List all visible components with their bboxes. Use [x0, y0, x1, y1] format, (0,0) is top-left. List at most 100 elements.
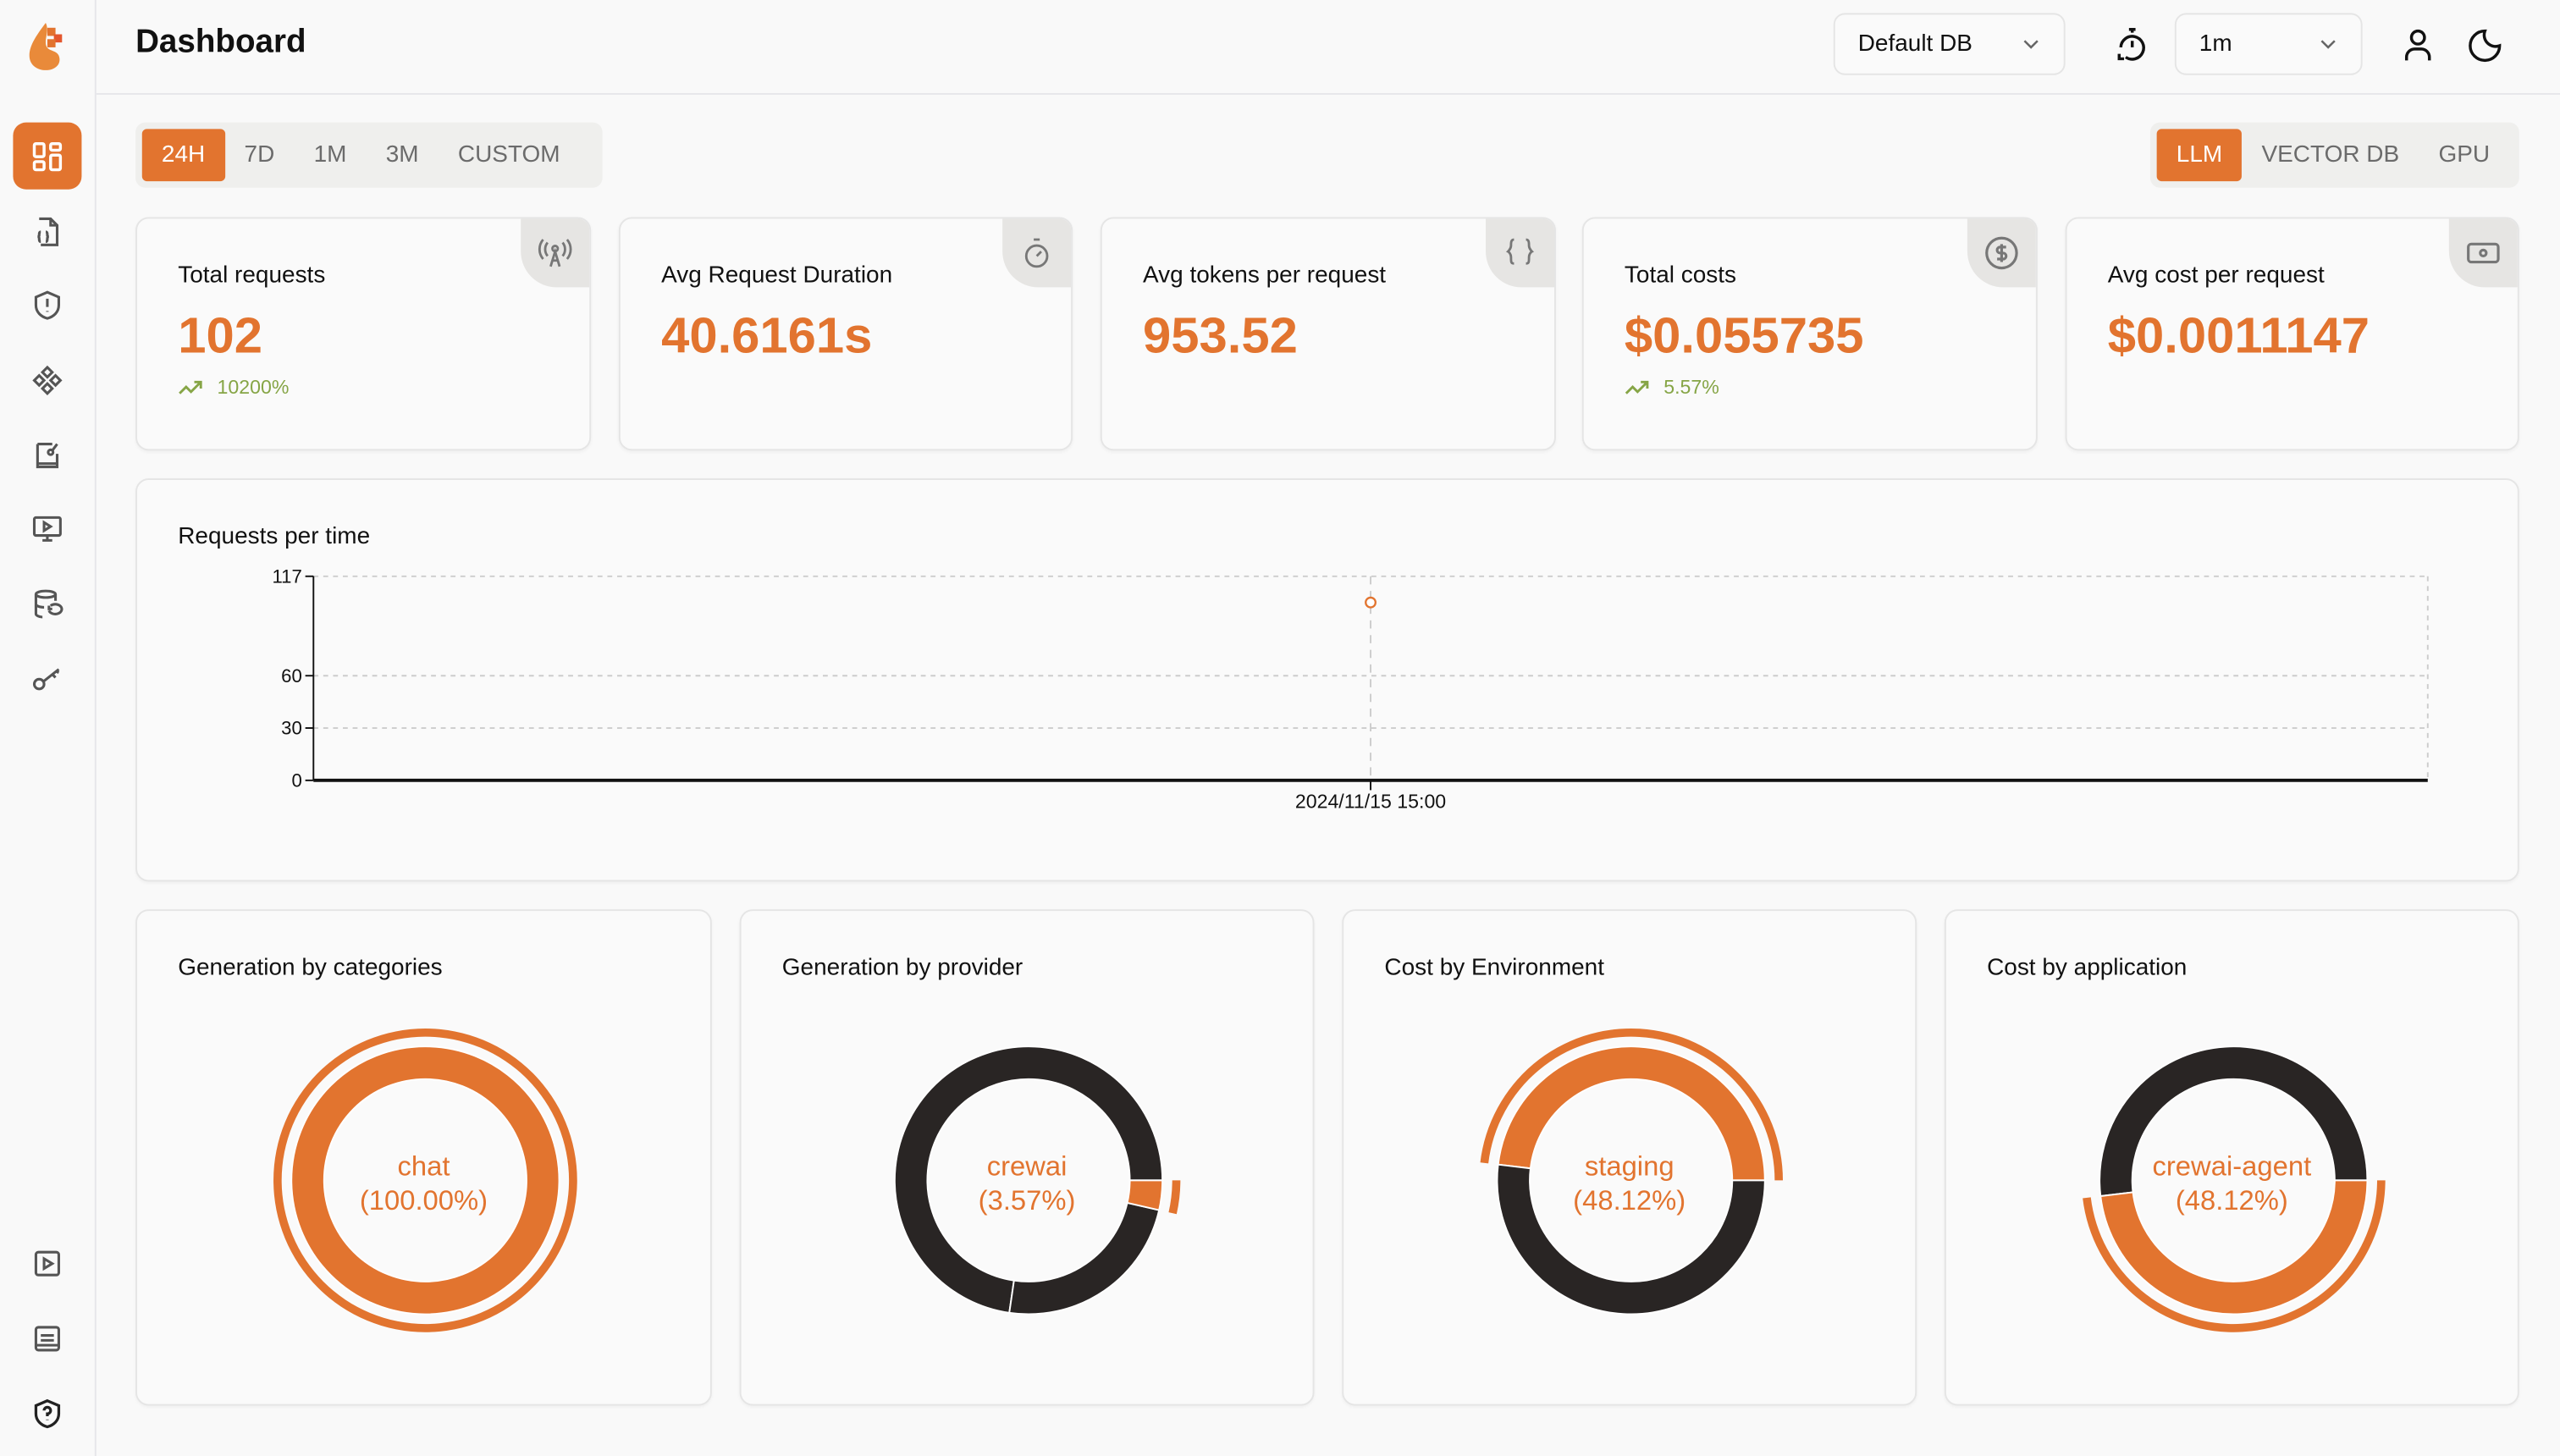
chevron-down-icon — [2320, 40, 2336, 49]
stat-card-total-requests: Total requests 102 10200% — [135, 217, 592, 451]
trend-up-icon — [1625, 380, 1649, 394]
sidebar-item-docs[interactable] — [13, 1304, 81, 1371]
chart-title: Cost by application — [1987, 955, 2188, 982]
banknote-icon — [2467, 242, 2500, 264]
stat-value: $0.055735 — [1624, 306, 1864, 365]
stat-label: Total requests — [178, 262, 326, 290]
generation-by-provider-card: Generation by provider crewai (3.57%) — [739, 909, 1315, 1406]
app-logo[interactable] — [26, 19, 69, 80]
stat-value: $0.0011147 — [2107, 306, 2370, 365]
x-tick-label: 2024/11/15 15:00 — [1295, 791, 1446, 813]
metric-type-tabs: LLM VECTOR DB GPU — [2149, 122, 2519, 188]
donut-slice — [893, 1045, 1164, 1314]
dollar-circle-icon — [1985, 236, 2018, 270]
sidebar-item-help[interactable] — [13, 1380, 81, 1447]
chart-title: Cost by Environment — [1384, 955, 1605, 982]
play-icon — [34, 1249, 60, 1276]
stat-label: Avg Request Duration — [661, 262, 893, 290]
refresh-timer-icon[interactable] — [2113, 26, 2152, 65]
database-select[interactable]: Default DB — [1833, 13, 2066, 75]
generation-by-categories-card: Generation by categories chat (100.00%) — [135, 909, 712, 1406]
dashboard-grid-icon — [32, 141, 63, 171]
stat-label: Avg cost per request — [2107, 262, 2325, 290]
y-tick-label: 60 — [281, 665, 302, 687]
time-range-tabs: 24H 7D 1M 3M CUSTOM — [135, 122, 603, 188]
stat-label: Avg tokens per request — [1142, 262, 1387, 290]
sidebar-item-guardrails[interactable] — [13, 271, 81, 338]
stat-trend: 10200% — [178, 376, 289, 399]
refresh-interval-value: 1m — [2199, 30, 2232, 58]
tab-vector-db[interactable]: VECTOR DB — [2261, 141, 2400, 168]
stat-card-total-costs: Total costs $0.055735 5.57% — [1581, 217, 2038, 451]
antenna-icon — [538, 239, 572, 267]
sidebar-item-requests[interactable] — [13, 197, 81, 264]
donut-slice — [1496, 1163, 1766, 1315]
database-select-value: Default DB — [1857, 30, 1972, 58]
donut-active-name: chat — [397, 1150, 450, 1183]
stat-icon-bubble — [1002, 218, 1072, 288]
timer-icon — [1024, 238, 1049, 268]
stat-icon-bubble — [521, 218, 590, 288]
donut-active-name: crewai-agent — [2152, 1150, 2312, 1183]
requests-line-chart: 0 30 60 117 2024/11/15 15:00 — [272, 565, 2429, 813]
donut-active-label: chat (100.00%) — [137, 1150, 710, 1218]
stat-card-avg-tokens: Avg tokens per request 953.52 — [1100, 217, 1556, 451]
shield-help-icon — [34, 1398, 61, 1428]
categories-donut-chart[interactable] — [137, 911, 712, 1405]
stat-trend: 5.57% — [1625, 376, 1719, 399]
donut-active-label: crewai (3.57%) — [742, 1150, 1313, 1218]
docs-icon — [34, 1325, 60, 1351]
stat-icon-bubble — [2448, 218, 2518, 288]
key-icon — [32, 667, 60, 690]
chart-title: Generation by provider — [781, 955, 1023, 982]
sidebar — [0, 0, 97, 1456]
tab-gpu[interactable]: GPU — [2438, 141, 2491, 168]
donut-slice — [1008, 1201, 1161, 1315]
cost-by-application-card: Cost by application crewai-agent (48.12%) — [1944, 909, 2519, 1406]
y-tick-label: 117 — [272, 565, 301, 587]
sidebar-item-components[interactable] — [13, 346, 81, 413]
tab-7d[interactable]: 7D — [244, 141, 275, 168]
stat-value: 102 — [178, 306, 262, 365]
sidebar-item-prompts[interactable] — [13, 422, 81, 488]
stat-label: Total costs — [1624, 262, 1737, 290]
tab-1m[interactable]: 1M — [313, 141, 347, 168]
user-icon[interactable] — [2398, 26, 2437, 65]
y-tick-label: 0 — [291, 770, 301, 791]
refresh-interval-select[interactable]: 1m — [2174, 13, 2363, 75]
tab-24h[interactable]: 24H — [141, 129, 225, 182]
environment-donut-chart[interactable] — [1343, 911, 1917, 1405]
tab-llm[interactable]: LLM — [2156, 129, 2243, 182]
braces-icon — [1505, 238, 1535, 265]
sidebar-item-tutorial[interactable] — [13, 1229, 81, 1296]
sidebar-item-database[interactable] — [13, 570, 81, 637]
tab-custom[interactable]: CUSTOM — [457, 141, 560, 168]
donut-active-percent: (100.00%) — [359, 1185, 488, 1216]
donut-active-percent: (48.12%) — [1573, 1185, 1686, 1216]
trend-up-icon — [179, 380, 202, 394]
cost-by-environment-card: Cost by Environment staging (48.12%) — [1342, 909, 1917, 1406]
requests-per-time-card: Requests per time 0 30 60 117 2024/11/15 15:… — [135, 478, 2519, 882]
stat-icon-bubble — [1485, 218, 1554, 288]
sidebar-item-dashboard[interactable] — [13, 122, 82, 190]
code-file-icon — [37, 216, 59, 245]
sidebar-item-evaluations[interactable] — [13, 494, 81, 561]
sidebar-item-api-keys[interactable] — [13, 643, 81, 710]
components-icon — [32, 364, 63, 395]
donut-active-percent: (48.12%) — [2175, 1185, 2288, 1216]
application-donut-chart[interactable] — [1946, 911, 2519, 1405]
database-history-icon — [34, 588, 63, 618]
moon-theme-icon[interactable] — [2465, 26, 2504, 65]
stat-trend-value: 5.57% — [1663, 375, 1719, 399]
stat-value: 40.6161s — [661, 306, 873, 365]
tab-3m[interactable]: 3M — [385, 141, 419, 168]
donut-active-name: crewai — [986, 1150, 1068, 1183]
donut-active-percent: (3.57%) — [978, 1185, 1076, 1216]
donut-slice — [2099, 1045, 2369, 1198]
provider-donut-chart[interactable] — [742, 911, 1315, 1405]
top-header: Dashboard Default DB 1m — [96, 0, 2560, 95]
stat-value: 953.52 — [1142, 306, 1298, 365]
prompt-book-icon — [36, 442, 59, 468]
donut-slice — [1497, 1045, 1766, 1182]
stat-icon-bubble — [1967, 218, 2036, 288]
